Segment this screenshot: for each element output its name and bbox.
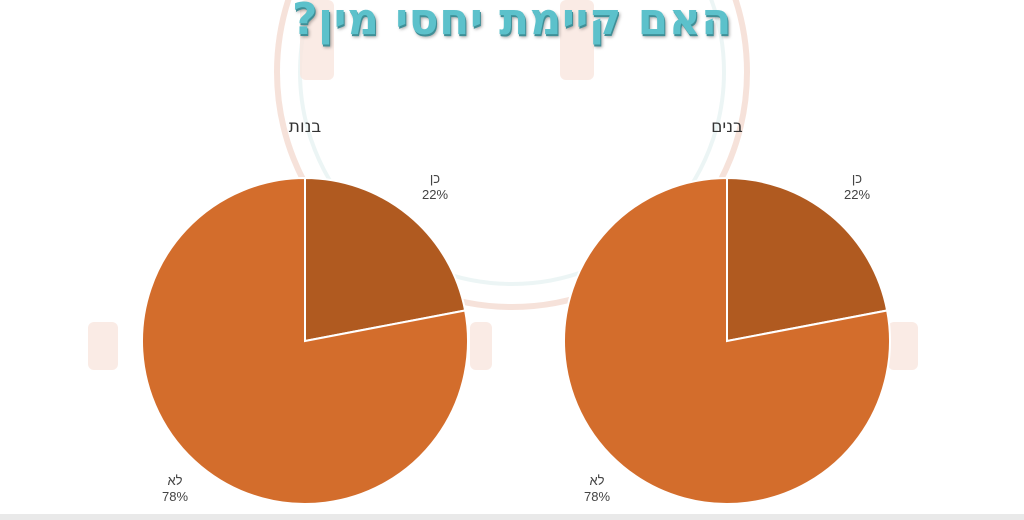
watermark-letter-5 bbox=[470, 322, 492, 370]
slice-percent-boys-yes: 22% bbox=[844, 187, 870, 202]
watermark-ring-outer bbox=[274, 0, 750, 310]
bottom-divider bbox=[0, 514, 1024, 520]
slice-percent-girls-no: 78% bbox=[162, 489, 188, 504]
watermark-letter-3 bbox=[88, 322, 118, 370]
pie-slice-boys-yes bbox=[726, 176, 889, 343]
watermark-letter-2 bbox=[560, 0, 594, 80]
pie-slice-girls-no bbox=[141, 176, 469, 505]
slice-label-boys-yes: כן bbox=[852, 171, 862, 186]
pie-slice-girls-yes bbox=[304, 176, 467, 343]
watermark-letter-4 bbox=[888, 322, 918, 370]
slice-percent-boys-no: 78% bbox=[584, 489, 610, 504]
pie-slice-boys-no bbox=[563, 176, 891, 505]
slice-percent-girls-yes: 22% bbox=[422, 187, 448, 202]
chart-title-girls: בנות bbox=[289, 117, 322, 137]
slice-label-girls-no: לא bbox=[167, 473, 182, 488]
chart-title-boys: בנים bbox=[711, 117, 743, 137]
watermark-letter-1 bbox=[300, 0, 334, 80]
page-title: האם קיימת יחסי מין? bbox=[291, 0, 733, 45]
slice-label-girls-yes: כן bbox=[430, 171, 440, 186]
slice-label-boys-no: לא bbox=[589, 473, 604, 488]
